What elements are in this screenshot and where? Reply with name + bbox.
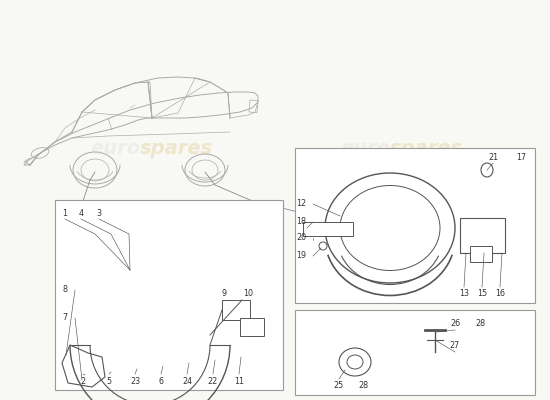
Text: 1: 1 <box>63 210 68 218</box>
Bar <box>240 318 264 336</box>
Text: 18: 18 <box>296 216 306 226</box>
FancyBboxPatch shape <box>295 148 535 303</box>
Bar <box>249 100 258 113</box>
Text: 15: 15 <box>477 288 487 298</box>
Text: 5: 5 <box>107 378 112 386</box>
Text: 13: 13 <box>459 288 469 298</box>
Text: 11: 11 <box>234 378 244 386</box>
Text: 12: 12 <box>296 198 306 208</box>
Text: 25: 25 <box>334 380 344 390</box>
Text: 4: 4 <box>79 210 84 218</box>
Text: 17: 17 <box>516 154 526 162</box>
Bar <box>470 246 492 262</box>
Text: spares: spares <box>390 138 463 158</box>
Bar <box>222 300 250 320</box>
Text: 23: 23 <box>130 378 140 386</box>
Bar <box>303 222 353 236</box>
FancyBboxPatch shape <box>55 200 283 390</box>
Text: 28: 28 <box>475 320 485 328</box>
Text: 28: 28 <box>358 380 368 390</box>
Text: 2: 2 <box>80 378 86 386</box>
FancyBboxPatch shape <box>295 310 535 395</box>
Text: 3: 3 <box>96 210 102 218</box>
Text: spares: spares <box>140 138 213 158</box>
Text: 24: 24 <box>182 378 192 386</box>
Text: 7: 7 <box>63 314 68 322</box>
Text: 20: 20 <box>296 232 306 242</box>
Text: euro: euro <box>97 281 140 299</box>
Text: 6: 6 <box>158 378 163 386</box>
Text: 16: 16 <box>495 288 505 298</box>
Bar <box>460 218 505 253</box>
Text: 8: 8 <box>63 286 68 294</box>
Text: 9: 9 <box>222 290 227 298</box>
Text: euro: euro <box>340 138 390 158</box>
Text: euro: euro <box>347 281 390 299</box>
Text: 27: 27 <box>450 342 460 350</box>
Text: 19: 19 <box>296 250 306 260</box>
Text: euro: euro <box>90 138 140 158</box>
Text: spares: spares <box>140 281 202 299</box>
Text: 26: 26 <box>450 320 460 328</box>
Text: 21: 21 <box>488 154 498 162</box>
Text: 22: 22 <box>208 378 218 386</box>
Text: spares: spares <box>390 281 452 299</box>
Text: 10: 10 <box>243 290 253 298</box>
